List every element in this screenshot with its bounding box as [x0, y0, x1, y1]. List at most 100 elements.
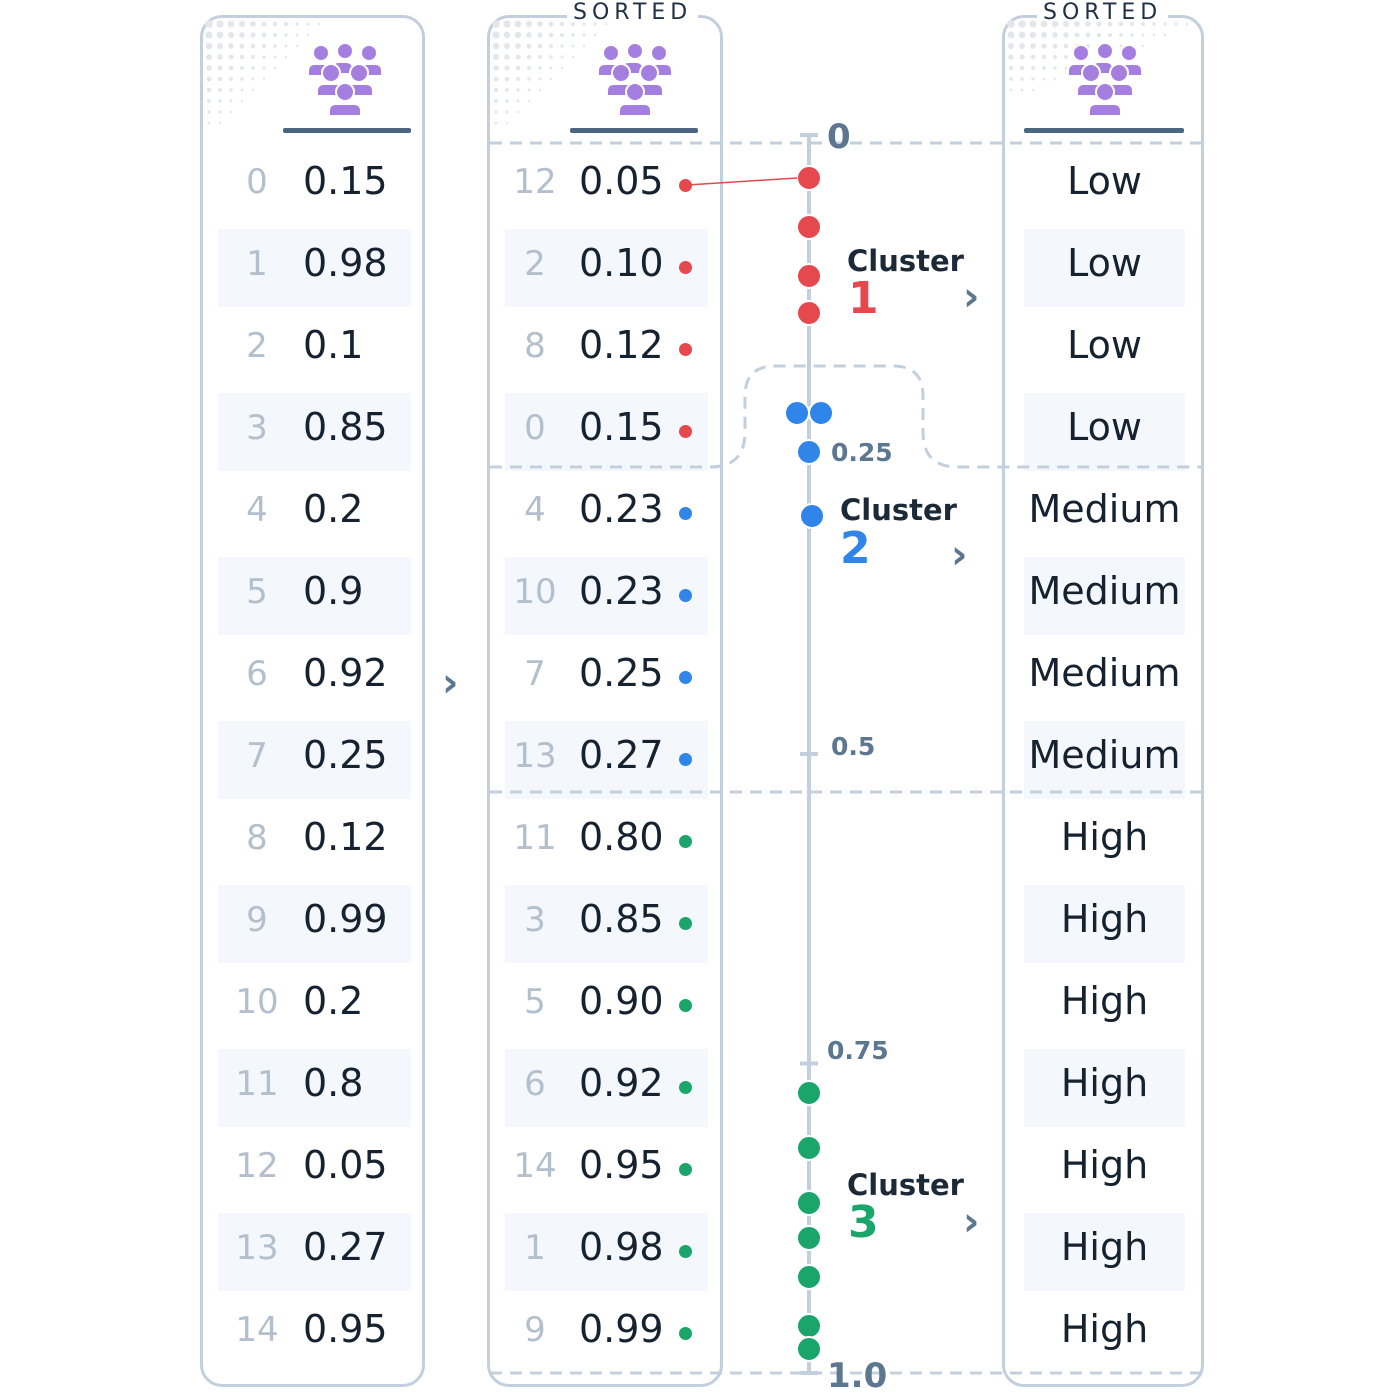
halftone-dot	[1029, 20, 1037, 28]
header-underline	[1024, 128, 1184, 133]
person-head	[1120, 44, 1138, 62]
halftone-dot	[503, 20, 511, 28]
person-body	[328, 103, 362, 116]
cluster-point	[796, 1313, 822, 1339]
cluster-point	[796, 263, 822, 289]
category-label: High	[1060, 897, 1149, 941]
halftone-dot	[492, 31, 500, 39]
halftone-dot	[239, 54, 245, 60]
halftone-dot	[216, 20, 224, 28]
halftone-dot	[526, 43, 532, 49]
halftone-dot	[207, 121, 211, 125]
halftone-dot	[295, 22, 299, 26]
list-item: 12 0.05	[218, 1131, 411, 1209]
people-group-icon	[307, 42, 383, 116]
row-value: 0.05	[303, 1143, 388, 1187]
halftone-dot	[493, 65, 499, 71]
halftone-dot	[240, 88, 244, 92]
halftone-dot	[284, 33, 288, 37]
category-label: High	[1060, 1307, 1149, 1351]
halftone-dot	[1009, 77, 1013, 81]
halftone-dot	[251, 88, 255, 92]
halftone-dot	[548, 32, 554, 38]
halftone-dot	[1051, 20, 1059, 28]
cluster-point	[796, 1080, 822, 1106]
halftone-dot	[217, 65, 223, 71]
halftone-dot	[306, 33, 310, 37]
halftone-dot	[229, 88, 233, 92]
cluster-2-number: 2	[840, 523, 871, 574]
person-head	[336, 42, 354, 60]
halftone-dot	[218, 121, 222, 125]
halftone-dot	[527, 99, 531, 103]
halftone-dot	[1053, 66, 1057, 70]
halftone-dot	[560, 66, 564, 70]
halftone-dot	[250, 43, 256, 49]
halftone-dot	[205, 42, 213, 50]
halftone-dot	[559, 32, 565, 38]
category-label: High	[1060, 1061, 1149, 1105]
person-head	[626, 42, 644, 60]
halftone-dot	[228, 65, 234, 71]
halftone-dot	[1119, 44, 1123, 48]
halftone-dot	[228, 76, 234, 82]
row-index: 4	[246, 490, 268, 530]
halftone-dot	[505, 110, 509, 114]
cluster-point	[799, 503, 825, 529]
halftone-dot	[1130, 33, 1134, 37]
halftone-dot	[273, 44, 277, 48]
halftone-dot	[1141, 22, 1145, 26]
halftone-dot	[1007, 42, 1015, 50]
row-index: 5	[524, 982, 546, 1022]
halftone-dot	[272, 32, 278, 38]
cluster-color-dot	[679, 1327, 692, 1340]
category-label: Medium	[1028, 569, 1181, 613]
halftone-dot	[250, 32, 256, 38]
halftone-dot	[582, 44, 586, 48]
halftone-dot	[261, 21, 267, 27]
halftone-dot	[205, 20, 213, 28]
halftone-dot	[1174, 22, 1178, 26]
halftone-dot	[262, 66, 266, 70]
cluster-color-dot	[679, 589, 692, 602]
halftone-dot	[503, 31, 511, 39]
halftone-dot	[593, 22, 597, 26]
halftone-dot	[1018, 20, 1026, 28]
list-item: 13 0.27	[218, 1213, 411, 1291]
halftone-dot	[1040, 20, 1048, 28]
halftone-dot	[538, 77, 542, 81]
halftone-dot	[1008, 54, 1014, 60]
halftone-dot	[1030, 54, 1036, 60]
halftone-dot	[1096, 21, 1102, 27]
row-index: 9	[524, 1310, 546, 1350]
cluster-2-label: Cluster	[840, 493, 957, 527]
category-label: Low	[1067, 323, 1142, 367]
halftone-dot	[516, 99, 520, 103]
halftone-dot	[1007, 20, 1015, 28]
halftone-dot	[1018, 31, 1026, 39]
halftone-dot	[1019, 43, 1025, 49]
halftone-dot	[538, 88, 542, 92]
category-item: Low	[1024, 311, 1185, 389]
halftone-dot	[1064, 66, 1068, 70]
row-value: 0.92	[303, 651, 388, 695]
category-item: High	[1024, 967, 1185, 1045]
halftone-dot	[492, 42, 500, 50]
row-index: 12	[235, 1146, 279, 1186]
halftone-dot	[505, 121, 509, 125]
list-item: 5 0.90	[505, 967, 708, 1045]
halftone-dot	[537, 43, 543, 49]
halftone-decoration	[492, 20, 608, 125]
category-label: High	[1060, 1225, 1149, 1269]
halftone-dot	[537, 32, 543, 38]
halftone-dot	[238, 20, 246, 28]
list-item: 14 0.95	[218, 1295, 411, 1373]
halftone-dot	[1041, 54, 1047, 60]
halftone-dot	[493, 76, 499, 82]
halftone-dot	[571, 44, 575, 48]
halftone-dot	[1107, 32, 1113, 38]
halftone-dot	[537, 21, 543, 27]
category-label: Medium	[1028, 651, 1181, 695]
halftone-dot	[1064, 55, 1068, 59]
halftone-dot	[1163, 33, 1167, 37]
